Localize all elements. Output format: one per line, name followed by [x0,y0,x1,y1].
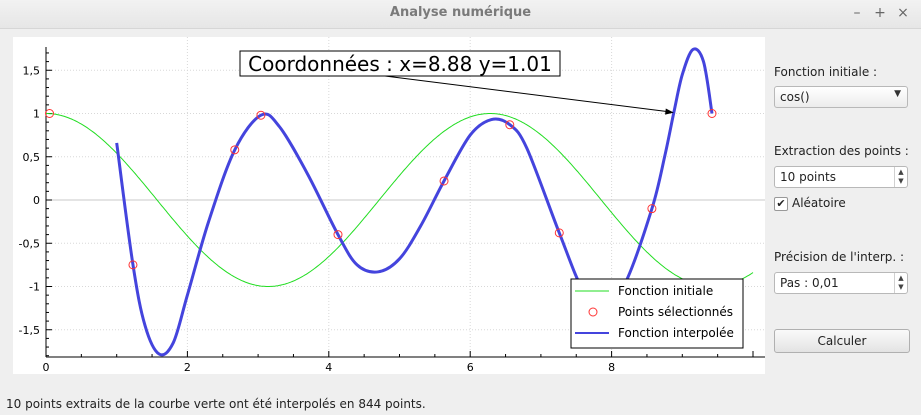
title-bar: Analyse numérique – + × [0,0,921,29]
spin-buttons: ▲ ▼ [894,167,907,187]
fonction-initiale-label: Fonction initiale : [774,65,878,79]
annotation-text: Coordonnées : x=8.88 y=1.01 [248,52,552,76]
plot-area: 0 2 4 6 8 1,5 1 0,5 0 -0,5 -1 -1,5 Coordonnées : x=8… [13,37,765,374]
spin-down-icon[interactable]: ▼ [898,283,904,291]
minimize-button[interactable]: – [853,5,861,21]
x-tick-label: 6 [467,361,474,374]
spin-up-icon[interactable]: ▲ [898,168,904,176]
calculer-button[interactable]: Calculer [774,329,910,353]
y-tick-label: -1,5 [19,324,40,337]
y-tick-label: 1 [33,108,40,121]
y-tick-label: 1,5 [23,64,41,77]
selected-point [554,228,564,238]
y-tick-label: -1 [29,281,40,294]
selected-point [333,230,343,240]
selected-point [505,120,515,130]
y-tick-label: -0,5 [19,237,40,250]
x-tick-label: 2 [184,361,191,374]
selected-point [647,204,657,214]
chevron-down-icon: ▼ [894,89,901,99]
precision-value: Pas : 0,01 [780,276,839,290]
selected-point [128,260,138,270]
series-fonction-interpolee [115,47,714,357]
maximize-button[interactable]: + [874,5,886,21]
extraction-points-spinbox[interactable]: 10 points ▲ ▼ [774,166,908,188]
x-tick-label: 8 [608,361,615,374]
selected-point [439,176,449,186]
legend-fonction-initiale: Fonction initiale [618,284,713,298]
fonction-initiale-value: cos() [780,90,810,104]
extraction-points-value: 10 points [780,170,836,184]
legend-points-selectionnes: Points sélectionnés [618,305,733,319]
chart-svg: 0 2 4 6 8 1,5 1 0,5 0 -0,5 -1 -1,5 Coordonnées : x=8… [19,37,765,374]
x-tick-label: 0 [43,361,50,374]
extraction-points-label: Extraction des points : [774,144,909,158]
selected-point [45,109,55,118]
close-button[interactable]: × [897,5,909,21]
x-tick-label: 4 [325,361,332,374]
checkmark-icon[interactable]: ✔ [774,197,788,211]
spin-buttons: ▲ ▼ [894,273,907,293]
selected-point [707,109,717,118]
spin-up-icon[interactable]: ▲ [898,274,904,282]
annotation-arrow [384,75,668,113]
y-tick-label: 0 [33,194,40,207]
spin-down-icon[interactable]: ▼ [898,177,904,185]
legend-points-selectionnes-swatch [588,307,598,317]
aleatoire-label: Aléatoire [792,196,846,210]
annotation-arrowhead [665,108,674,115]
selected-point [230,145,240,155]
legend-fonction-interpolee: Fonction interpolée [618,326,734,340]
annotation-box [239,50,561,77]
precision-label: Précision de l'interp. : [774,250,905,264]
precision-spinbox[interactable]: Pas : 0,01 ▲ ▼ [774,272,908,294]
fonction-initiale-combo[interactable]: cos() ▼ [774,86,908,108]
series-fonction-initiale [46,113,754,287]
selected-point [256,110,266,120]
window-title: Analyse numérique [389,5,532,20]
status-bar-text: 10 points extraits de la courbe verte on… [6,397,426,411]
y-tick-label: 0,5 [23,151,41,164]
